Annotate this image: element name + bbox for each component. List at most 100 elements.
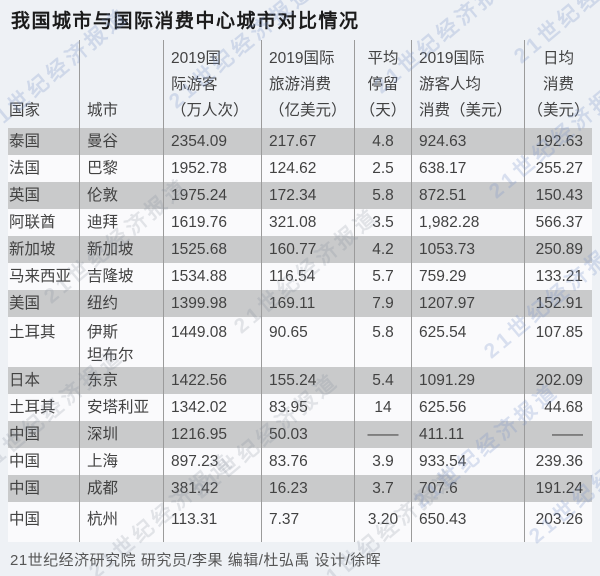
cell-daily-spend: 150.43 [525, 182, 592, 209]
comparison-table: 国家 城市 2019国 际游客 （万人次） 2019国际 旅游消费 （亿美元） … [8, 40, 592, 542]
header-row: 国家 城市 2019国 际游客 （万人次） 2019国际 旅游消费 （亿美元） … [8, 40, 592, 128]
cell-visitors: 1534.88 [164, 263, 262, 290]
cell-daily-spend: 239.36 [525, 448, 592, 475]
cell-city: 深圳 [80, 421, 164, 448]
cell-visitors: 1975.24 [164, 182, 262, 209]
cell-per-capita-spend: 650.43 [412, 502, 525, 542]
cell-country: 英国 [8, 182, 80, 209]
cell-daily-spend: 191.24 [525, 475, 592, 502]
cell-country: 马来西亚 [8, 263, 80, 290]
cell-daily-spend: 133.21 [525, 263, 592, 290]
cell-avg-stay: —— [355, 421, 412, 448]
cell-per-capita-spend: 638.17 [412, 155, 525, 182]
cell-city: 伊斯 坦布尔 [80, 317, 164, 367]
cell-avg-stay: 5.8 [355, 182, 412, 209]
cell-visitors: 2354.09 [164, 128, 262, 155]
cell-city: 上海 [80, 448, 164, 475]
cell-city: 迪拜 [80, 209, 164, 236]
cell-country: 中国 [8, 502, 80, 542]
cell-daily-spend: 152.91 [525, 290, 592, 317]
cell-country: 日本 [8, 367, 80, 394]
header-cell-per-capita-spend: 2019国际 游客人均 消费（美元） [412, 40, 525, 128]
cell-country: 阿联酋 [8, 209, 80, 236]
cell-daily-spend: —— [525, 421, 592, 448]
cell-per-capita-spend: 924.63 [412, 128, 525, 155]
cell-per-capita-spend: 625.56 [412, 394, 525, 421]
cell-tourism-spend: 7.37 [262, 502, 355, 542]
table-row: 中国 成都 381.42 16.23 3.7 707.6 191.24 [8, 475, 592, 502]
cell-country: 法国 [8, 155, 80, 182]
cell-visitors: 113.31 [164, 502, 262, 542]
table-row: 中国 杭州 113.31 7.37 3.20 650.43 203.26 [8, 502, 592, 542]
cell-per-capita-spend: 872.51 [412, 182, 525, 209]
cell-avg-stay: 3.7 [355, 475, 412, 502]
cell-daily-spend: 192.63 [525, 128, 592, 155]
cell-visitors: 1422.56 [164, 367, 262, 394]
cell-per-capita-spend: 933.54 [412, 448, 525, 475]
header-cell-daily-spend: 日均 消费 （美元） [527, 50, 590, 119]
cell-tourism-spend: 169.11 [262, 290, 355, 317]
cell-per-capita-spend: 707.6 [412, 475, 525, 502]
cell-city: 成都 [80, 475, 164, 502]
table-row: 中国 上海 897.23 83.76 3.9 933.54 239.36 [8, 448, 592, 475]
table-row: 土耳其 伊斯 坦布尔 1449.08 90.65 5.8 625.54 107.85 [8, 317, 592, 367]
cell-country: 中国 [8, 475, 80, 502]
cell-visitors: 1342.02 [164, 394, 262, 421]
cell-visitors: 381.42 [164, 475, 262, 502]
cell-tourism-spend: 16.23 [262, 475, 355, 502]
cell-per-capita-spend: 411.11 [412, 421, 525, 448]
cell-visitors: 1449.08 [164, 317, 262, 367]
cell-avg-stay: 3.5 [355, 209, 412, 236]
header-cell-visitors: 2019国 际游客 （万人次） [164, 40, 262, 128]
cell-avg-stay: 5.7 [355, 263, 412, 290]
table-row: 马来西亚 吉隆坡 1534.88 116.54 5.7 759.29 133.21 [8, 263, 592, 290]
cell-avg-stay: 7.9 [355, 290, 412, 317]
cell-avg-stay: 5.8 [355, 317, 412, 367]
cell-city: 巴黎 [80, 155, 164, 182]
cell-visitors: 1216.95 [164, 421, 262, 448]
cell-per-capita-spend: 1091.29 [412, 367, 525, 394]
page-title: 我国城市与国际消费中心城市对比情况 [11, 11, 360, 32]
cell-visitors: 1525.68 [164, 236, 262, 263]
cell-country: 土耳其 [8, 394, 80, 421]
cell-daily-spend: 250.89 [525, 236, 592, 263]
table-row: 美国 纽约 1399.98 169.11 7.9 1207.97 152.91 [8, 290, 592, 317]
header-cell-city: 城市 [80, 40, 164, 128]
table-row: 日本 东京 1422.56 155.24 5.4 1091.29 202.09 [8, 367, 592, 394]
cell-city: 安塔利亚 [80, 394, 164, 421]
table-row: 泰国 曼谷 2354.09 217.67 4.8 924.63 192.63 [8, 128, 592, 155]
cell-daily-spend: 202.09 [525, 367, 592, 394]
cell-avg-stay: 5.4 [355, 367, 412, 394]
cell-country: 泰国 [8, 128, 80, 155]
cell-visitors: 897.23 [164, 448, 262, 475]
cell-city: 伦敦 [80, 182, 164, 209]
cell-avg-stay: 2.5 [355, 155, 412, 182]
table-row: 土耳其 安塔利亚 1342.02 83.95 14 625.56 44.68 [8, 394, 592, 421]
table-row: 中国 深圳 1216.95 50.03 —— 411.11 —— [8, 421, 592, 448]
cell-per-capita-spend: 1207.97 [412, 290, 525, 317]
cell-tourism-spend: 83.95 [262, 394, 355, 421]
cell-tourism-spend: 83.76 [262, 448, 355, 475]
cell-visitors: 1619.76 [164, 209, 262, 236]
cell-tourism-spend: 124.62 [262, 155, 355, 182]
cell-per-capita-spend: 1,982.28 [412, 209, 525, 236]
cell-country: 新加坡 [8, 236, 80, 263]
cell-avg-stay: 4.8 [355, 128, 412, 155]
cell-avg-stay: 3.20 [355, 502, 412, 542]
cell-daily-spend: 203.26 [525, 502, 592, 542]
header-cell-avg-stay: 平均 停留 （天） [355, 40, 412, 128]
cell-country: 美国 [8, 290, 80, 317]
cell-city: 东京 [80, 367, 164, 394]
table-row: 阿联酋 迪拜 1619.76 321.08 3.5 1,982.28 566.37 [8, 209, 592, 236]
table-row: 法国 巴黎 1952.78 124.62 2.5 638.17 255.27 [8, 155, 592, 182]
cell-visitors: 1399.98 [164, 290, 262, 317]
cell-tourism-spend: 155.24 [262, 367, 355, 394]
cell-tourism-spend: 50.03 [262, 421, 355, 448]
cell-avg-stay: 3.9 [355, 448, 412, 475]
cell-country: 中国 [8, 421, 80, 448]
cell-daily-spend: 566.37 [525, 209, 592, 236]
cell-per-capita-spend: 625.54 [412, 317, 525, 367]
cell-city: 曼谷 [80, 128, 164, 155]
cell-tourism-spend: 116.54 [262, 263, 355, 290]
